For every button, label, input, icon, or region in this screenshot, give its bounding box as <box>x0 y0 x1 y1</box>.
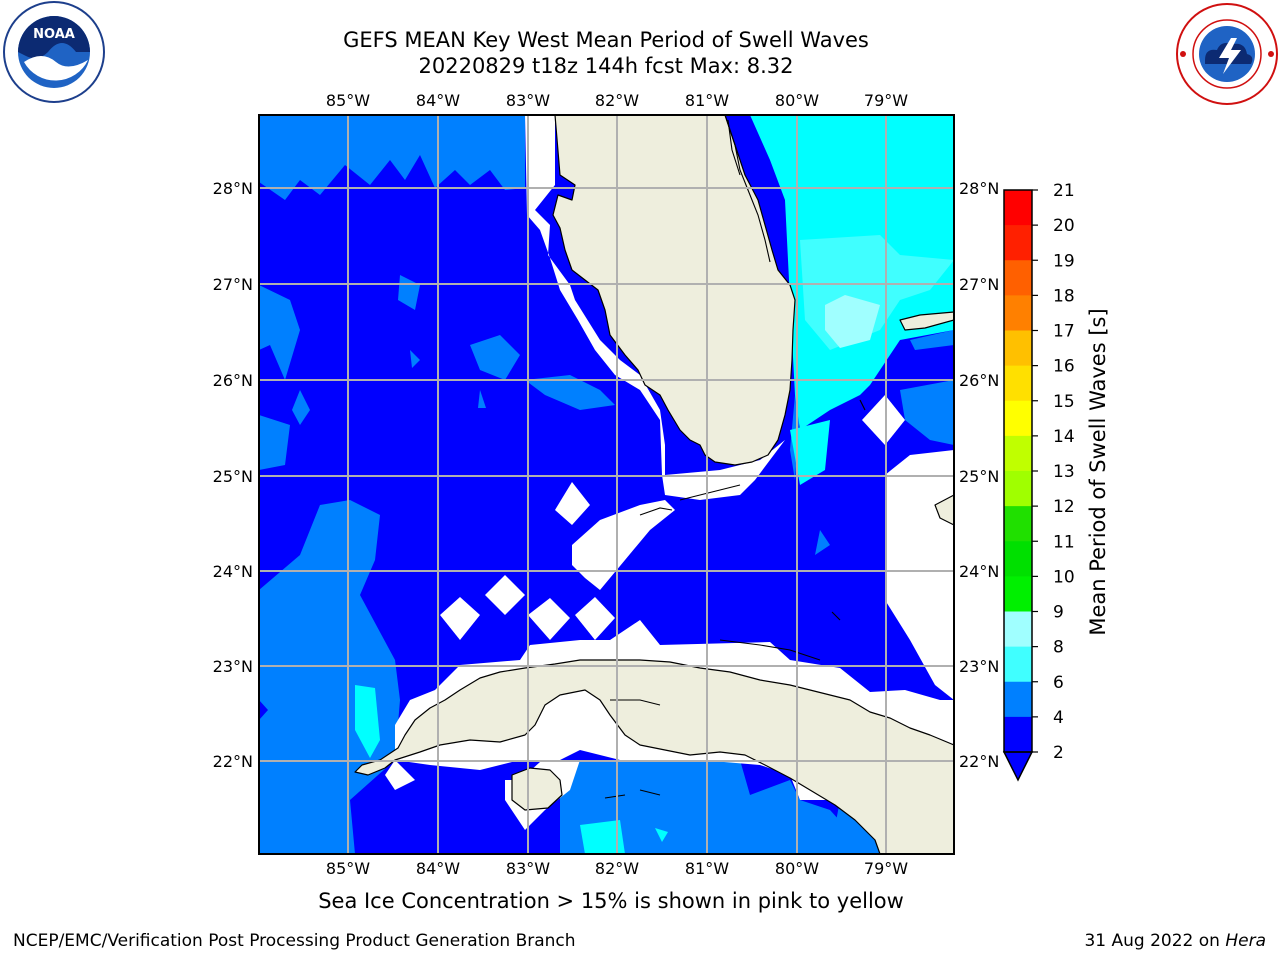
lon-label-top: 83°W <box>506 91 550 110</box>
colorbar-segment <box>1004 400 1032 437</box>
colorbar-tick-label: 21 <box>1053 181 1075 201</box>
colorbar-segment <box>1004 681 1032 718</box>
colorbar-label: Mean Period of Swell Waves [s] <box>1086 308 1110 635</box>
ocean-swell-4-6 <box>259 115 954 854</box>
lon-label-bottom: 85°W <box>326 859 370 878</box>
lat-label-right: 24°N <box>959 562 999 581</box>
colorbar-segment <box>1004 716 1032 753</box>
svg-text:NOAA: NOAA <box>33 27 75 42</box>
map-frame <box>258 114 955 855</box>
lon-label-top: 79°W <box>864 91 908 110</box>
colorbar-segment <box>1004 260 1032 296</box>
colorbar-segment <box>1004 295 1032 331</box>
lon-label-bottom: 81°W <box>685 859 729 878</box>
colorbar-segment <box>1004 506 1032 542</box>
map-field <box>259 115 954 854</box>
lat-label-right: 23°N <box>959 657 999 676</box>
lat-label-right: 22°N <box>959 752 999 771</box>
colorbar-segment <box>1004 541 1032 577</box>
colorbar-segment <box>1004 576 1032 612</box>
colorbar-tick-label: 6 <box>1053 673 1064 693</box>
lon-label-bottom: 83°W <box>506 859 550 878</box>
colorbar-segment <box>1004 435 1032 472</box>
colorbar-tick-label: 14 <box>1053 427 1075 447</box>
coastline-details <box>604 115 866 799</box>
bahamas-land <box>934 494 954 526</box>
colorbar-tick-label: 15 <box>1053 392 1075 412</box>
national-weather-service-logo <box>1176 3 1278 105</box>
colorbar-tick-label: 18 <box>1053 286 1075 306</box>
colorbar-extension <box>1002 751 1034 782</box>
map-grid <box>259 115 954 854</box>
colorbar-tick-label: 4 <box>1053 708 1064 728</box>
lon-label-top: 82°W <box>595 91 639 110</box>
isla-de-la-juventud-land <box>511 767 563 811</box>
sea-ice-caption: Sea Ice Concentration > 15% is shown in … <box>318 889 904 913</box>
colorbar <box>1002 189 1034 782</box>
colorbar-segment <box>1004 646 1032 683</box>
land <box>354 115 954 854</box>
colorbar-segment <box>1004 365 1032 402</box>
lon-label-top: 80°W <box>775 91 819 110</box>
lon-label-bottom: 84°W <box>416 859 460 878</box>
footer-date-text: 31 Aug 2022 on <box>1084 931 1226 951</box>
lat-label-left: 26°N <box>213 371 253 390</box>
bahamas-land-north <box>899 311 954 331</box>
colorbar-tick-label: 20 <box>1053 216 1075 236</box>
colorbar-tick-label: 2 <box>1053 743 1064 763</box>
lat-label-right: 26°N <box>959 371 999 390</box>
lat-label-right: 25°N <box>959 467 999 486</box>
colorbar-tick-label: 8 <box>1053 638 1064 658</box>
colorbar-tick-label: 10 <box>1053 567 1075 587</box>
lon-label-top: 84°W <box>416 91 460 110</box>
lat-label-left: 22°N <box>213 752 253 771</box>
footer-credit: NCEP/EMC/Verification Post Processing Pr… <box>13 931 576 951</box>
colorbar-segment <box>1004 611 1032 648</box>
axis-labels: 85°W 84°W 83°W 82°W 81°W 80°W 79°W 85°W … <box>213 91 1000 878</box>
footer-date: 31 Aug 2022 on Hera <box>1084 931 1266 951</box>
lat-label-right: 27°N <box>959 275 999 294</box>
colorbar-ticks: 21 20 19 18 17 16 15 14 13 12 11 10 9 8 6 4 2 <box>1032 181 1075 763</box>
lon-label-bottom: 79°W <box>864 859 908 878</box>
colorbar-segment <box>1004 190 1032 226</box>
chart-title-line2: 20220829 t18z 144h fcst Max: 8.32 <box>418 54 794 78</box>
colorbar-segment <box>1004 471 1032 507</box>
lat-label-left: 27°N <box>213 275 253 294</box>
lon-label-top: 81°W <box>685 91 729 110</box>
colorbar-tick-label: 11 <box>1053 532 1075 552</box>
footer-system: Hera <box>1225 931 1266 951</box>
noaa-logo: NOAA <box>3 1 105 103</box>
lat-label-left: 25°N <box>213 467 253 486</box>
colorbar-tick-label: 17 <box>1053 322 1075 342</box>
colorbar-tick-label: 16 <box>1053 357 1075 377</box>
lat-label-left: 23°N <box>213 657 253 676</box>
colorbar-tick-label: 13 <box>1053 462 1075 482</box>
lon-label-top: 85°W <box>326 91 370 110</box>
colorbar-segment <box>1004 225 1032 261</box>
lat-label-left: 24°N <box>213 562 253 581</box>
lon-label-bottom: 80°W <box>775 859 819 878</box>
colorbar-segment <box>1004 330 1032 367</box>
colorbar-tick-label: 12 <box>1053 497 1075 517</box>
colorbar-tick-label: 9 <box>1053 603 1064 623</box>
florida-land <box>552 115 796 466</box>
ocean-swell-8-9 <box>825 295 880 348</box>
lat-label-left: 28°N <box>213 179 253 198</box>
chart-title-line1: GEFS MEAN Key West Mean Period of Swell … <box>343 28 869 52</box>
lat-label-right: 28°N <box>959 179 999 198</box>
colorbar-tick-label: 19 <box>1053 251 1075 271</box>
lon-label-bottom: 82°W <box>595 859 639 878</box>
